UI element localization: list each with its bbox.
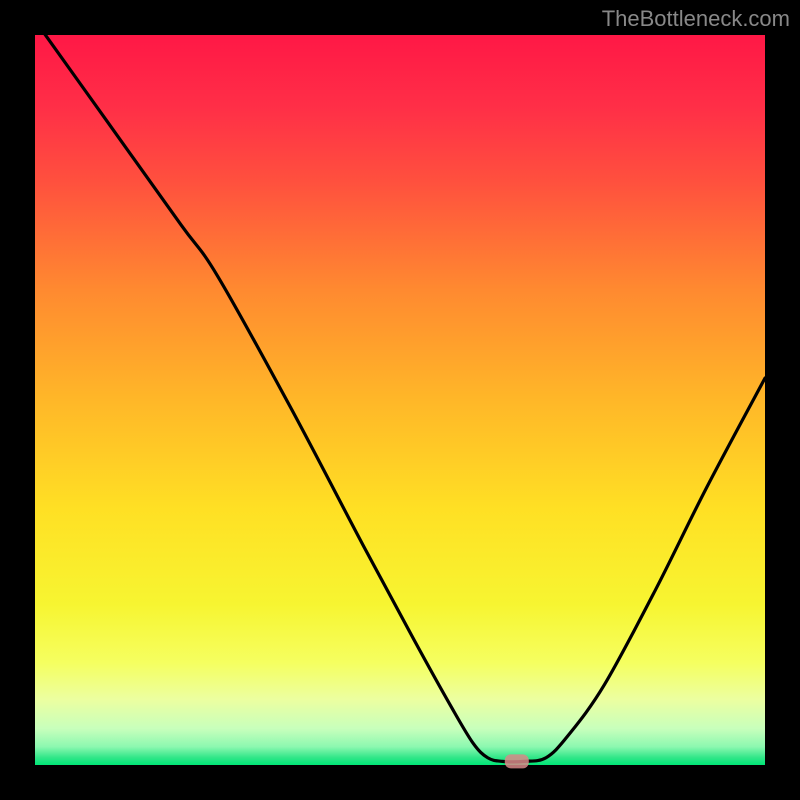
plot-background: [35, 35, 765, 765]
chart-container: TheBottleneck.com: [0, 0, 800, 800]
chart-svg: [0, 0, 800, 800]
optimal-marker: [505, 754, 529, 768]
watermark-text: TheBottleneck.com: [602, 6, 790, 32]
